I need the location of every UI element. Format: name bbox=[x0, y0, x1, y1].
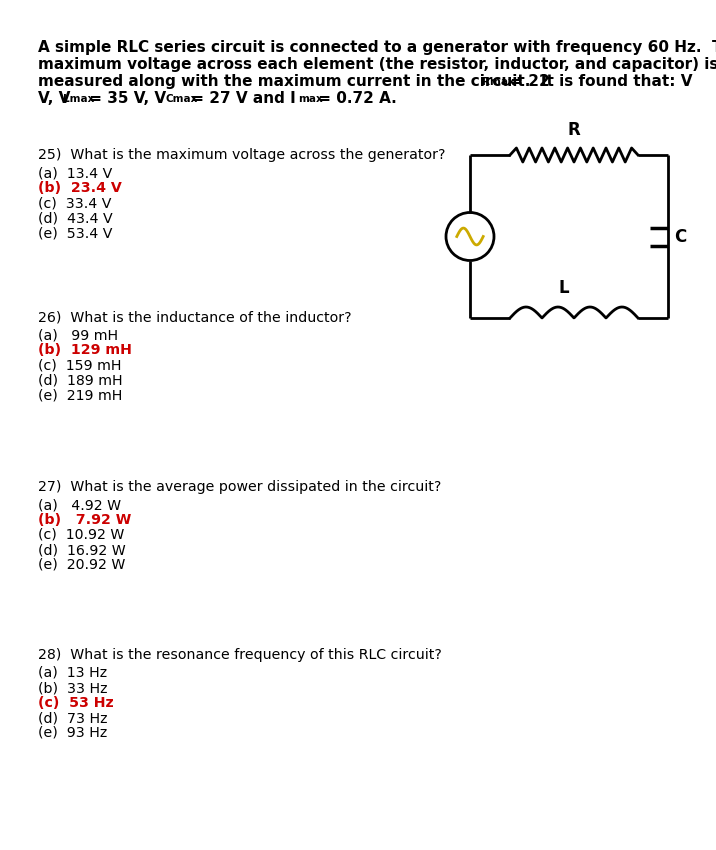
Text: = 0.72 A.: = 0.72 A. bbox=[313, 91, 397, 106]
Text: measured along with the maximum current in the circuit.  It is found that: V: measured along with the maximum current … bbox=[38, 74, 692, 89]
Text: (d)  16.92 W: (d) 16.92 W bbox=[38, 543, 126, 557]
Text: maximum voltage across each element (the resistor, inductor, and capacitor) is: maximum voltage across each element (the… bbox=[38, 57, 716, 72]
Text: L: L bbox=[558, 279, 569, 297]
Text: (d)  73 Hz: (d) 73 Hz bbox=[38, 711, 107, 725]
Text: (c)  53 Hz: (c) 53 Hz bbox=[38, 696, 114, 710]
Text: (e)  93 Hz: (e) 93 Hz bbox=[38, 726, 107, 740]
Text: (e)  20.92 W: (e) 20.92 W bbox=[38, 558, 125, 572]
Text: (d)  189 mH: (d) 189 mH bbox=[38, 373, 122, 387]
Text: max: max bbox=[298, 94, 323, 104]
Text: (b)  23.4 V: (b) 23.4 V bbox=[38, 181, 122, 195]
Text: (a)  13.4 V: (a) 13.4 V bbox=[38, 166, 112, 180]
Text: A simple RLC series circuit is connected to a generator with frequency 60 Hz.  T: A simple RLC series circuit is connected… bbox=[38, 40, 716, 55]
Text: Cmax: Cmax bbox=[165, 94, 198, 104]
Text: C: C bbox=[674, 228, 686, 246]
Text: = 22: = 22 bbox=[505, 74, 550, 89]
Text: = 27 V and I: = 27 V and I bbox=[186, 91, 296, 106]
Text: V, V: V, V bbox=[38, 91, 70, 106]
Text: R: R bbox=[568, 121, 581, 139]
Text: (b)   7.92 W: (b) 7.92 W bbox=[38, 513, 131, 527]
Text: = 35 V, V: = 35 V, V bbox=[84, 91, 166, 106]
Text: (b)  33 Hz: (b) 33 Hz bbox=[38, 681, 107, 695]
Text: (a)   99 mH: (a) 99 mH bbox=[38, 328, 118, 342]
Text: 26)  What is the inductance of the inductor?: 26) What is the inductance of the induct… bbox=[38, 310, 352, 324]
Text: (e)  219 mH: (e) 219 mH bbox=[38, 388, 122, 402]
Text: 28)  What is the resonance frequency of this RLC circuit?: 28) What is the resonance frequency of t… bbox=[38, 648, 442, 662]
Text: (e)  53.4 V: (e) 53.4 V bbox=[38, 226, 112, 240]
Text: (a)   4.92 W: (a) 4.92 W bbox=[38, 498, 121, 512]
Text: (c)  33.4 V: (c) 33.4 V bbox=[38, 196, 112, 210]
Text: Rmax: Rmax bbox=[482, 77, 515, 87]
Text: Lmax: Lmax bbox=[63, 94, 95, 104]
Text: (b)  129 mH: (b) 129 mH bbox=[38, 343, 132, 357]
Text: 27)  What is the average power dissipated in the circuit?: 27) What is the average power dissipated… bbox=[38, 480, 441, 494]
Text: 25)  What is the maximum voltage across the generator?: 25) What is the maximum voltage across t… bbox=[38, 148, 445, 162]
Text: (c)  159 mH: (c) 159 mH bbox=[38, 358, 122, 372]
Text: (d)  43.4 V: (d) 43.4 V bbox=[38, 211, 112, 225]
Text: (a)  13 Hz: (a) 13 Hz bbox=[38, 666, 107, 680]
Text: (c)  10.92 W: (c) 10.92 W bbox=[38, 528, 125, 542]
